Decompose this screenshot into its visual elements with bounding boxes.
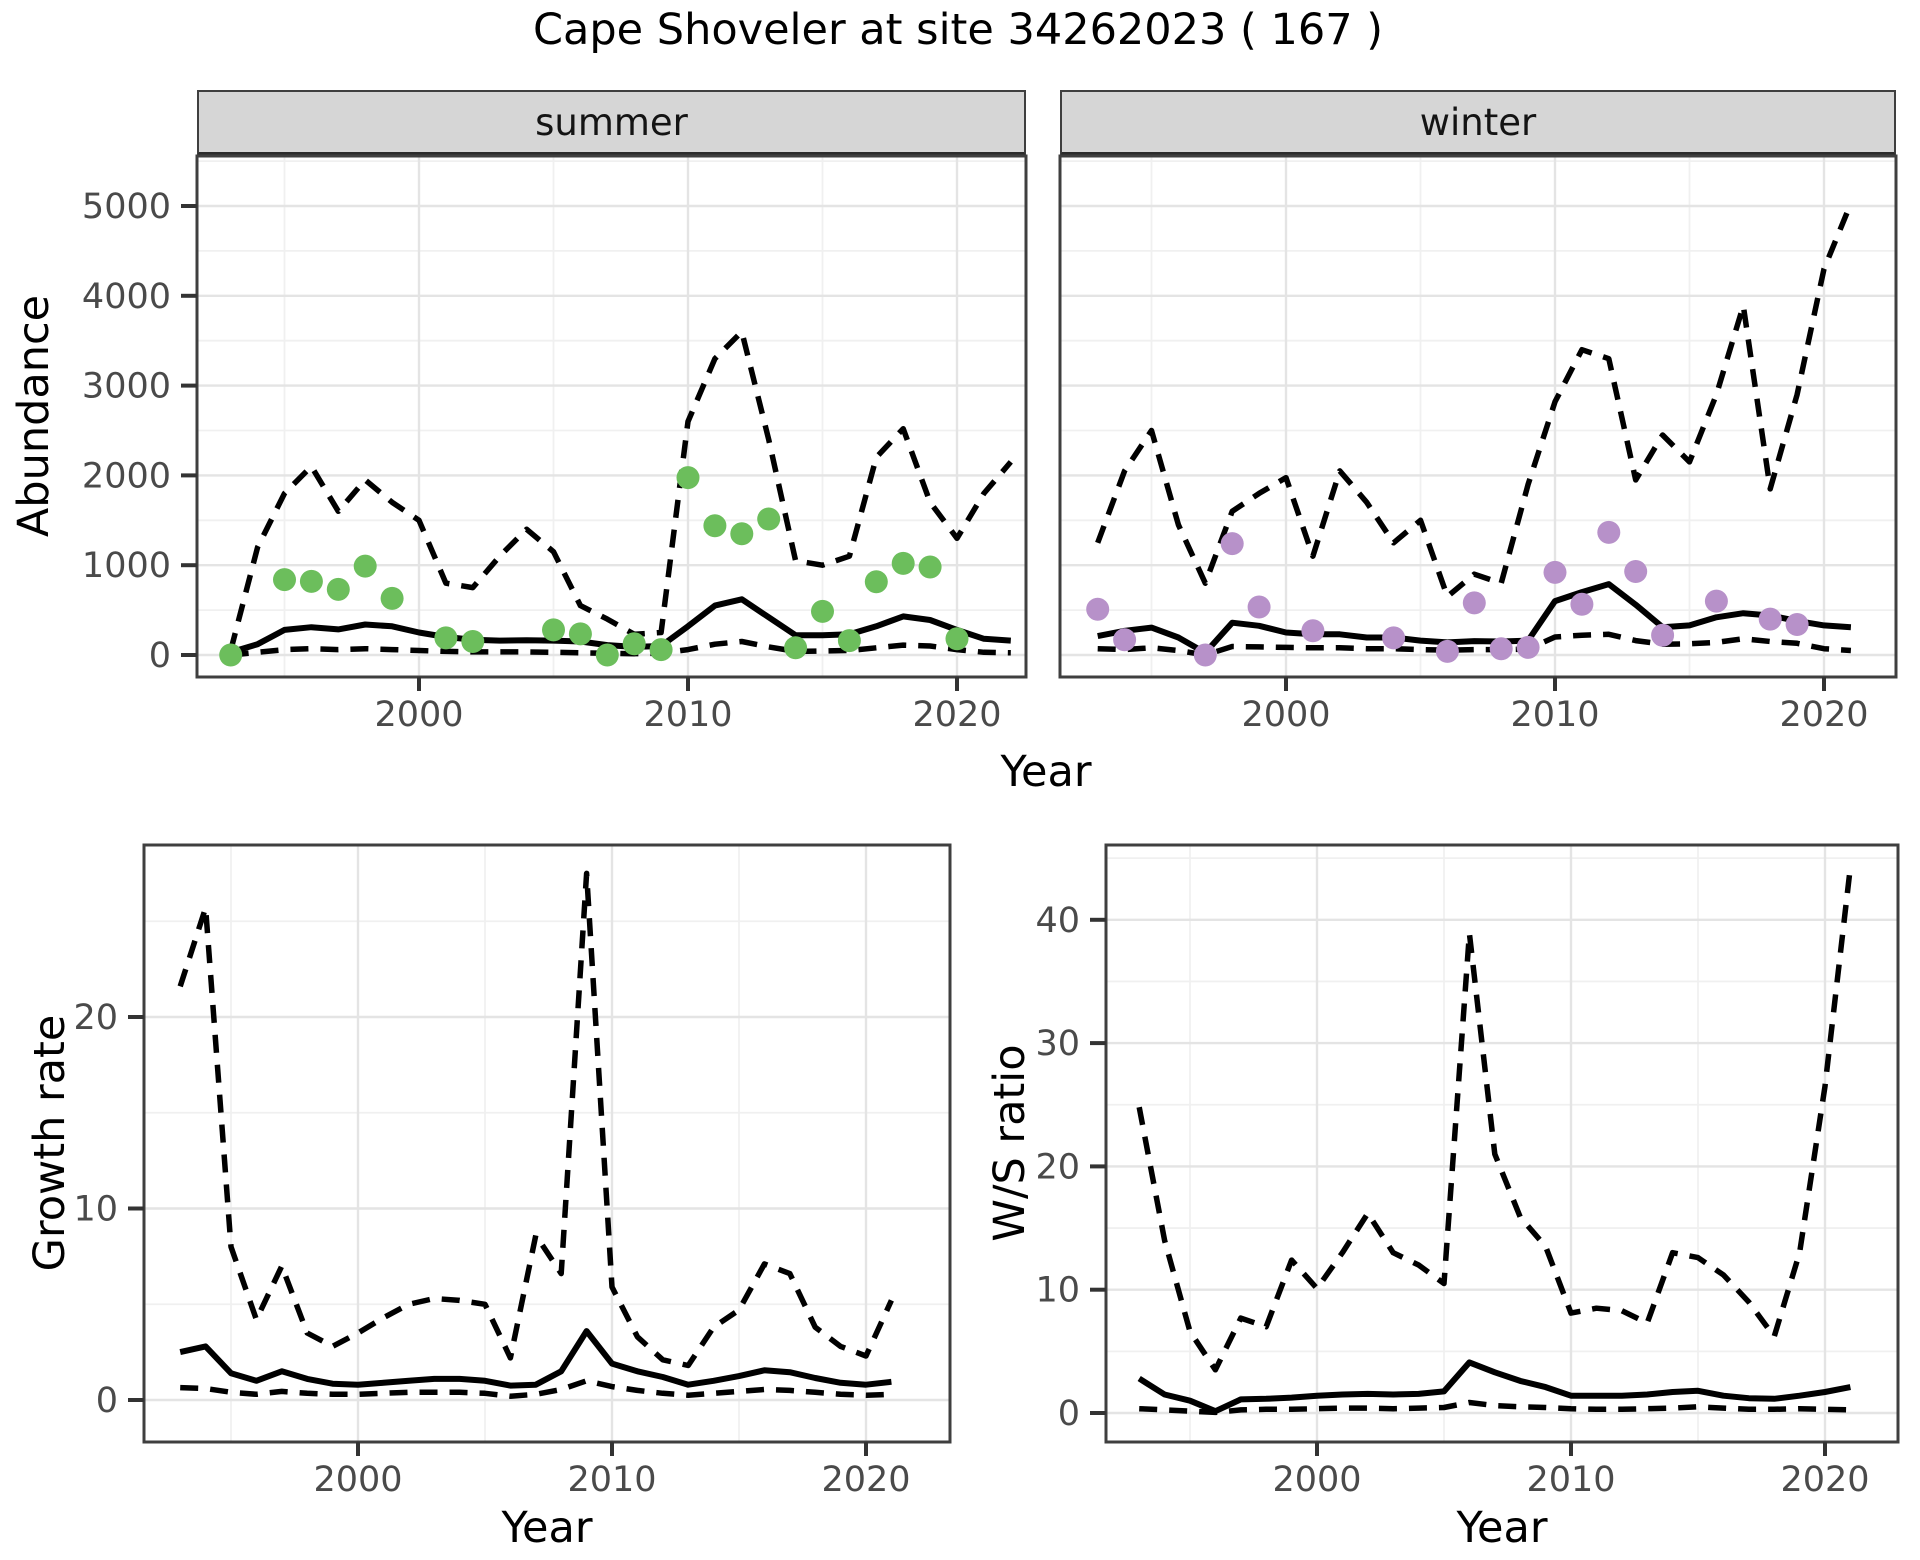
ws-y-tick-label: 20: [1035, 1147, 1080, 1187]
winter-point: [1301, 619, 1325, 643]
summer-point: [434, 626, 458, 650]
summer-point: [380, 586, 404, 610]
winter-point: [1570, 592, 1594, 616]
winter-lower_ci-line: [1097, 631, 1852, 658]
ws-y-axis-title: W/S ratio: [985, 1044, 1035, 1242]
summer-point: [864, 570, 888, 594]
summer-observed-points: [219, 466, 969, 667]
growth-upper_ci-line: [177, 870, 894, 1369]
winter-point: [1516, 635, 1540, 659]
summer-y-tick-label: 0: [149, 636, 171, 676]
growth-fitted-line: [179, 1328, 892, 1389]
summer-point: [837, 629, 861, 653]
summer-x-tick-label: 2000: [374, 695, 463, 735]
summer-x-tick-label: 2020: [912, 695, 1001, 735]
summer-point: [299, 569, 323, 593]
winter-point: [1597, 520, 1621, 544]
summer-y-tick-label: 4000: [82, 277, 171, 317]
summer-point: [461, 630, 485, 653]
growth-x-tick-label: 2010: [567, 1460, 656, 1500]
winter-point: [1651, 623, 1675, 647]
panel-growth: 2000 2010 2020 0 10 20: [73, 843, 952, 1500]
ws-x-tick-label: 2020: [1780, 1460, 1869, 1500]
ws-y-tick-label: 40: [1035, 901, 1080, 941]
summer-point: [945, 627, 969, 651]
summer-point: [784, 636, 808, 660]
facet-strip-summer: summer: [197, 90, 1026, 156]
summer-point: [757, 507, 781, 531]
growth-y-tick-label: 0: [96, 1381, 118, 1421]
winter-x-tick-label: 2010: [1510, 695, 1599, 735]
ws-x-tick-label: 2010: [1526, 1460, 1615, 1500]
summer-point: [219, 643, 243, 667]
summer-upper_ci-line: [228, 328, 1013, 652]
growth-x-tick-label: 2000: [313, 1460, 402, 1500]
winter-observed-points: [1086, 520, 1809, 667]
facet-strip-summer-label: summer: [535, 100, 688, 144]
summer-point: [918, 555, 942, 579]
winter-point: [1113, 628, 1137, 652]
winter-point: [1382, 626, 1406, 650]
winter-point: [1193, 643, 1217, 667]
panel-winter: 2000 2010 2020: [1058, 154, 1898, 735]
summer-y-tick-label: 3000: [82, 367, 171, 407]
summer-point: [676, 466, 700, 490]
winter-point: [1247, 595, 1271, 619]
facet-strip-winter-label: winter: [1419, 100, 1537, 144]
panel-summer: 2000 2010 2020 0 1000 2000 3000 4000 5000: [82, 154, 1028, 735]
summer-y-tick-label: 2000: [82, 456, 171, 496]
winter-point: [1704, 589, 1728, 613]
summer-point: [649, 638, 673, 662]
growth-y-axis-title: Growth rate: [25, 1014, 75, 1272]
winter-upper_ci-line: [1095, 202, 1854, 600]
figure-title: Cape Shoveler at site 34262023 ( 167 ): [532, 5, 1384, 55]
growth-x-axis-title: Year: [501, 1503, 593, 1553]
winter-fitted-line: [1097, 581, 1852, 656]
summer-y-tick-label: 5000: [82, 187, 171, 227]
winter-point: [1624, 560, 1648, 583]
winter-point: [1785, 613, 1809, 636]
growth-y-tick-label: 20: [73, 998, 118, 1038]
summer-point: [273, 568, 296, 592]
summer-point: [353, 554, 377, 578]
summer-point: [622, 632, 646, 656]
winter-point: [1086, 597, 1110, 621]
facet-strip-winter: winter: [1060, 90, 1896, 156]
ws-x-axis-title: Year: [1456, 1503, 1548, 1553]
winter-point: [1489, 637, 1513, 661]
panel-ws: 2000 2010 2020 0 10 20 30 40: [1035, 843, 1900, 1500]
winter-point: [1462, 591, 1486, 615]
ws-x-tick-label: 2000: [1272, 1460, 1361, 1500]
summer-point: [568, 622, 592, 646]
summer-point: [326, 577, 350, 601]
growth-x-tick-label: 2020: [821, 1460, 910, 1500]
summer-x-tick-label: 2010: [643, 695, 732, 735]
winter-x-tick-label: 2000: [1241, 695, 1330, 735]
abundance-x-axis-title: Year: [1000, 747, 1092, 797]
ws-fitted-line: [1137, 1359, 1851, 1415]
summer-point: [891, 551, 915, 575]
winter-x-tick-label: 2020: [1779, 695, 1868, 735]
growth-y-tick-label: 10: [73, 1190, 118, 1230]
summer-point: [595, 643, 619, 667]
summer-point: [542, 618, 565, 642]
ws-upper_ci-line: [1136, 866, 1854, 1373]
summer-y-tick-label: 1000: [82, 546, 171, 586]
abundance-y-axis-title: Abundance: [9, 294, 59, 538]
winter-point: [1543, 560, 1567, 584]
winter-point: [1220, 532, 1244, 556]
winter-point: [1435, 639, 1459, 663]
summer-fitted-line: [229, 596, 1012, 656]
ws-y-tick-label: 10: [1035, 1271, 1080, 1311]
summer-point: [730, 522, 754, 546]
ws-y-tick-label: 0: [1058, 1394, 1080, 1434]
summer-point: [703, 514, 727, 538]
summer-lower_ci-line: [230, 638, 1011, 658]
summer-point: [811, 599, 834, 623]
winter-point: [1758, 607, 1782, 631]
ws-y-tick-label: 30: [1035, 1024, 1080, 1064]
